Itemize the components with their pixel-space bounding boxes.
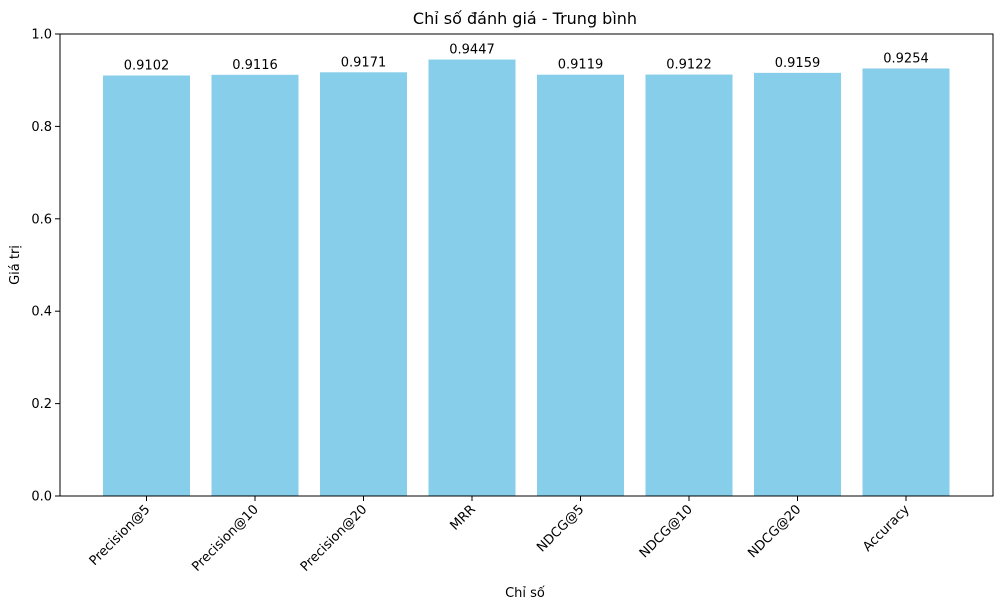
x-axis-ticks: Precision@5 Precision@10 Precision@20 MRR ND… — [87, 496, 913, 575]
x-tick-label: MRR — [448, 502, 479, 533]
y-tick-label: 0.4 — [31, 305, 52, 320]
x-tick-label: Precision@10 — [189, 502, 262, 575]
y-tick-label: 1.0 — [31, 28, 52, 43]
x-tick-label: NDCG@20 — [745, 502, 804, 561]
bar-value-label: 0.9254 — [883, 51, 929, 66]
bar-precision-10 — [211, 74, 299, 497]
bar-value-label: 0.9116 — [232, 58, 278, 73]
bar-value-label: 0.9447 — [449, 43, 495, 58]
bar-precision-20 — [320, 72, 407, 496]
x-tick-label: Precision@5 — [87, 502, 154, 569]
bar-value-label: 0.9171 — [341, 55, 387, 70]
bars-layer — [103, 59, 950, 497]
bar-value-label: 0.9122 — [666, 58, 712, 73]
x-axis-label: Chỉ số — [505, 586, 545, 601]
bar-value-label: 0.9159 — [775, 56, 821, 71]
value-labels-layer: 0.9102 0.9116 0.9171 0.9447 0.9119 0.9122 0.91… — [124, 43, 929, 74]
plot-frame — [59, 33, 994, 497]
bar-ndcg-10 — [645, 74, 733, 496]
bar-accuracy — [862, 68, 950, 496]
y-tick-label: 0.8 — [31, 120, 52, 135]
y-tick-label: 0.0 — [31, 490, 52, 505]
y-tick-label: 0.6 — [31, 212, 52, 227]
chart-title: Chỉ số đánh giá - Trung bình — [413, 9, 637, 28]
y-tick-label: 0.2 — [31, 397, 52, 412]
bar-ndcg-5 — [537, 74, 624, 496]
bar-precision-5 — [103, 75, 190, 496]
x-tick-label: Precision@20 — [298, 502, 371, 575]
x-tick-label: NDCG@5 — [534, 502, 587, 555]
bar-value-label: 0.9102 — [124, 58, 170, 73]
y-axis-ticks: 0.0 0.2 0.4 0.6 0.8 1.0 — [31, 28, 60, 505]
bar-ndcg-20 — [754, 72, 841, 497]
y-axis-label: Giá trị — [8, 245, 23, 285]
x-tick-label: Accuracy — [860, 502, 913, 555]
bar-mrr — [428, 59, 516, 497]
x-tick-label: NDCG@10 — [637, 502, 696, 561]
bar-value-label: 0.9119 — [558, 58, 604, 73]
